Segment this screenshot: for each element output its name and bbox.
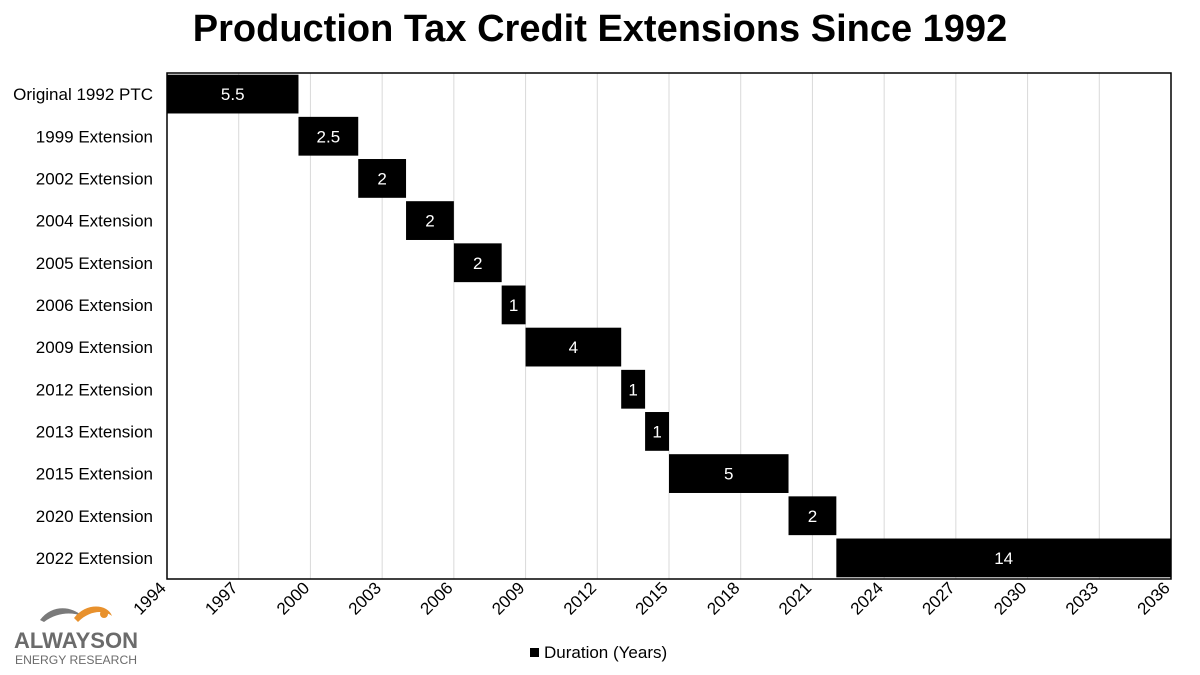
bar-value-label: 2 [808, 507, 817, 526]
category-label: 2022 Extension [36, 549, 153, 568]
category-label: 2015 Extension [36, 465, 153, 484]
bar [298, 116, 359, 156]
bar [167, 74, 299, 114]
bar [453, 243, 502, 283]
grid-lines [238, 73, 1100, 579]
logo-swoosh-gray [40, 608, 82, 622]
x-tick-label: 2024 [847, 578, 887, 618]
category-label: 2005 Extension [36, 254, 153, 273]
bar [645, 412, 669, 451]
chart-title: Production Tax Credit Extensions Since 1… [192, 8, 1008, 50]
category-label: 2002 Extension [36, 169, 153, 188]
category-label: Original 1992 PTC [13, 85, 153, 104]
bar-value-label: 2 [425, 212, 434, 231]
legend-swatch [530, 648, 539, 657]
bar [621, 369, 646, 409]
category-label: 2009 Extension [36, 338, 153, 357]
x-tick-labels: 1994 1997 2000 2003 2006 2009 2012 2015 2018 2021… [130, 578, 1174, 618]
category-label: 2006 Extension [36, 296, 153, 315]
x-tick-label: 2006 [417, 578, 457, 618]
bar-value-label: 4 [569, 338, 578, 357]
plot-area-frame [166, 72, 1172, 580]
bar-value-label: 1 [652, 422, 661, 441]
bar [788, 496, 837, 536]
logo: ALWAYSON ENERGY RESEARCH [14, 606, 138, 667]
logo-text-top: ALWAYSON [14, 628, 138, 653]
bar-value-label: 2.5 [317, 127, 341, 146]
x-tick-label: 2012 [560, 578, 600, 618]
x-tick-label: 1997 [201, 578, 241, 618]
legend: Duration (Years) [530, 643, 667, 662]
category-label: 2020 Extension [36, 507, 153, 526]
bar-value-label: 1 [509, 296, 518, 315]
bar [525, 327, 622, 367]
x-tick-label: 2027 [919, 578, 959, 618]
x-tick-label: 2030 [990, 578, 1030, 618]
bar-value-label: 5 [724, 465, 733, 484]
logo-dot [100, 610, 108, 618]
bars [167, 74, 1171, 578]
category-labels: Original 1992 PTC 1999 Extension 2002 Exte… [13, 85, 153, 568]
category-label: 2012 Extension [36, 380, 153, 399]
x-tick-label: 2015 [632, 578, 672, 618]
bar [836, 538, 1171, 578]
category-label: 2013 Extension [36, 422, 153, 441]
x-tick-label: 2003 [345, 578, 385, 618]
bar-value-label: 1 [628, 380, 637, 399]
bar [406, 201, 454, 240]
x-tick-label: 2021 [775, 578, 815, 618]
bar-value-label: 2 [377, 169, 386, 188]
bar [358, 159, 407, 198]
x-tick-label: 2009 [488, 578, 528, 618]
legend-label: Duration (Years) [544, 643, 667, 662]
logo-text-bottom: ENERGY RESEARCH [15, 653, 137, 667]
bar-value-label: 14 [994, 549, 1013, 568]
x-tick-label: 2018 [703, 578, 743, 618]
x-tick-label: 2000 [273, 578, 313, 618]
x-tick-label: 2033 [1062, 578, 1102, 618]
x-tick-label: 2036 [1134, 578, 1174, 618]
category-label: 2004 Extension [36, 212, 153, 231]
bar-value-label: 5.5 [221, 85, 245, 104]
bar [669, 454, 789, 493]
bar-value-label: 2 [473, 254, 482, 273]
category-label: 1999 Extension [36, 127, 153, 146]
bar [501, 285, 526, 325]
